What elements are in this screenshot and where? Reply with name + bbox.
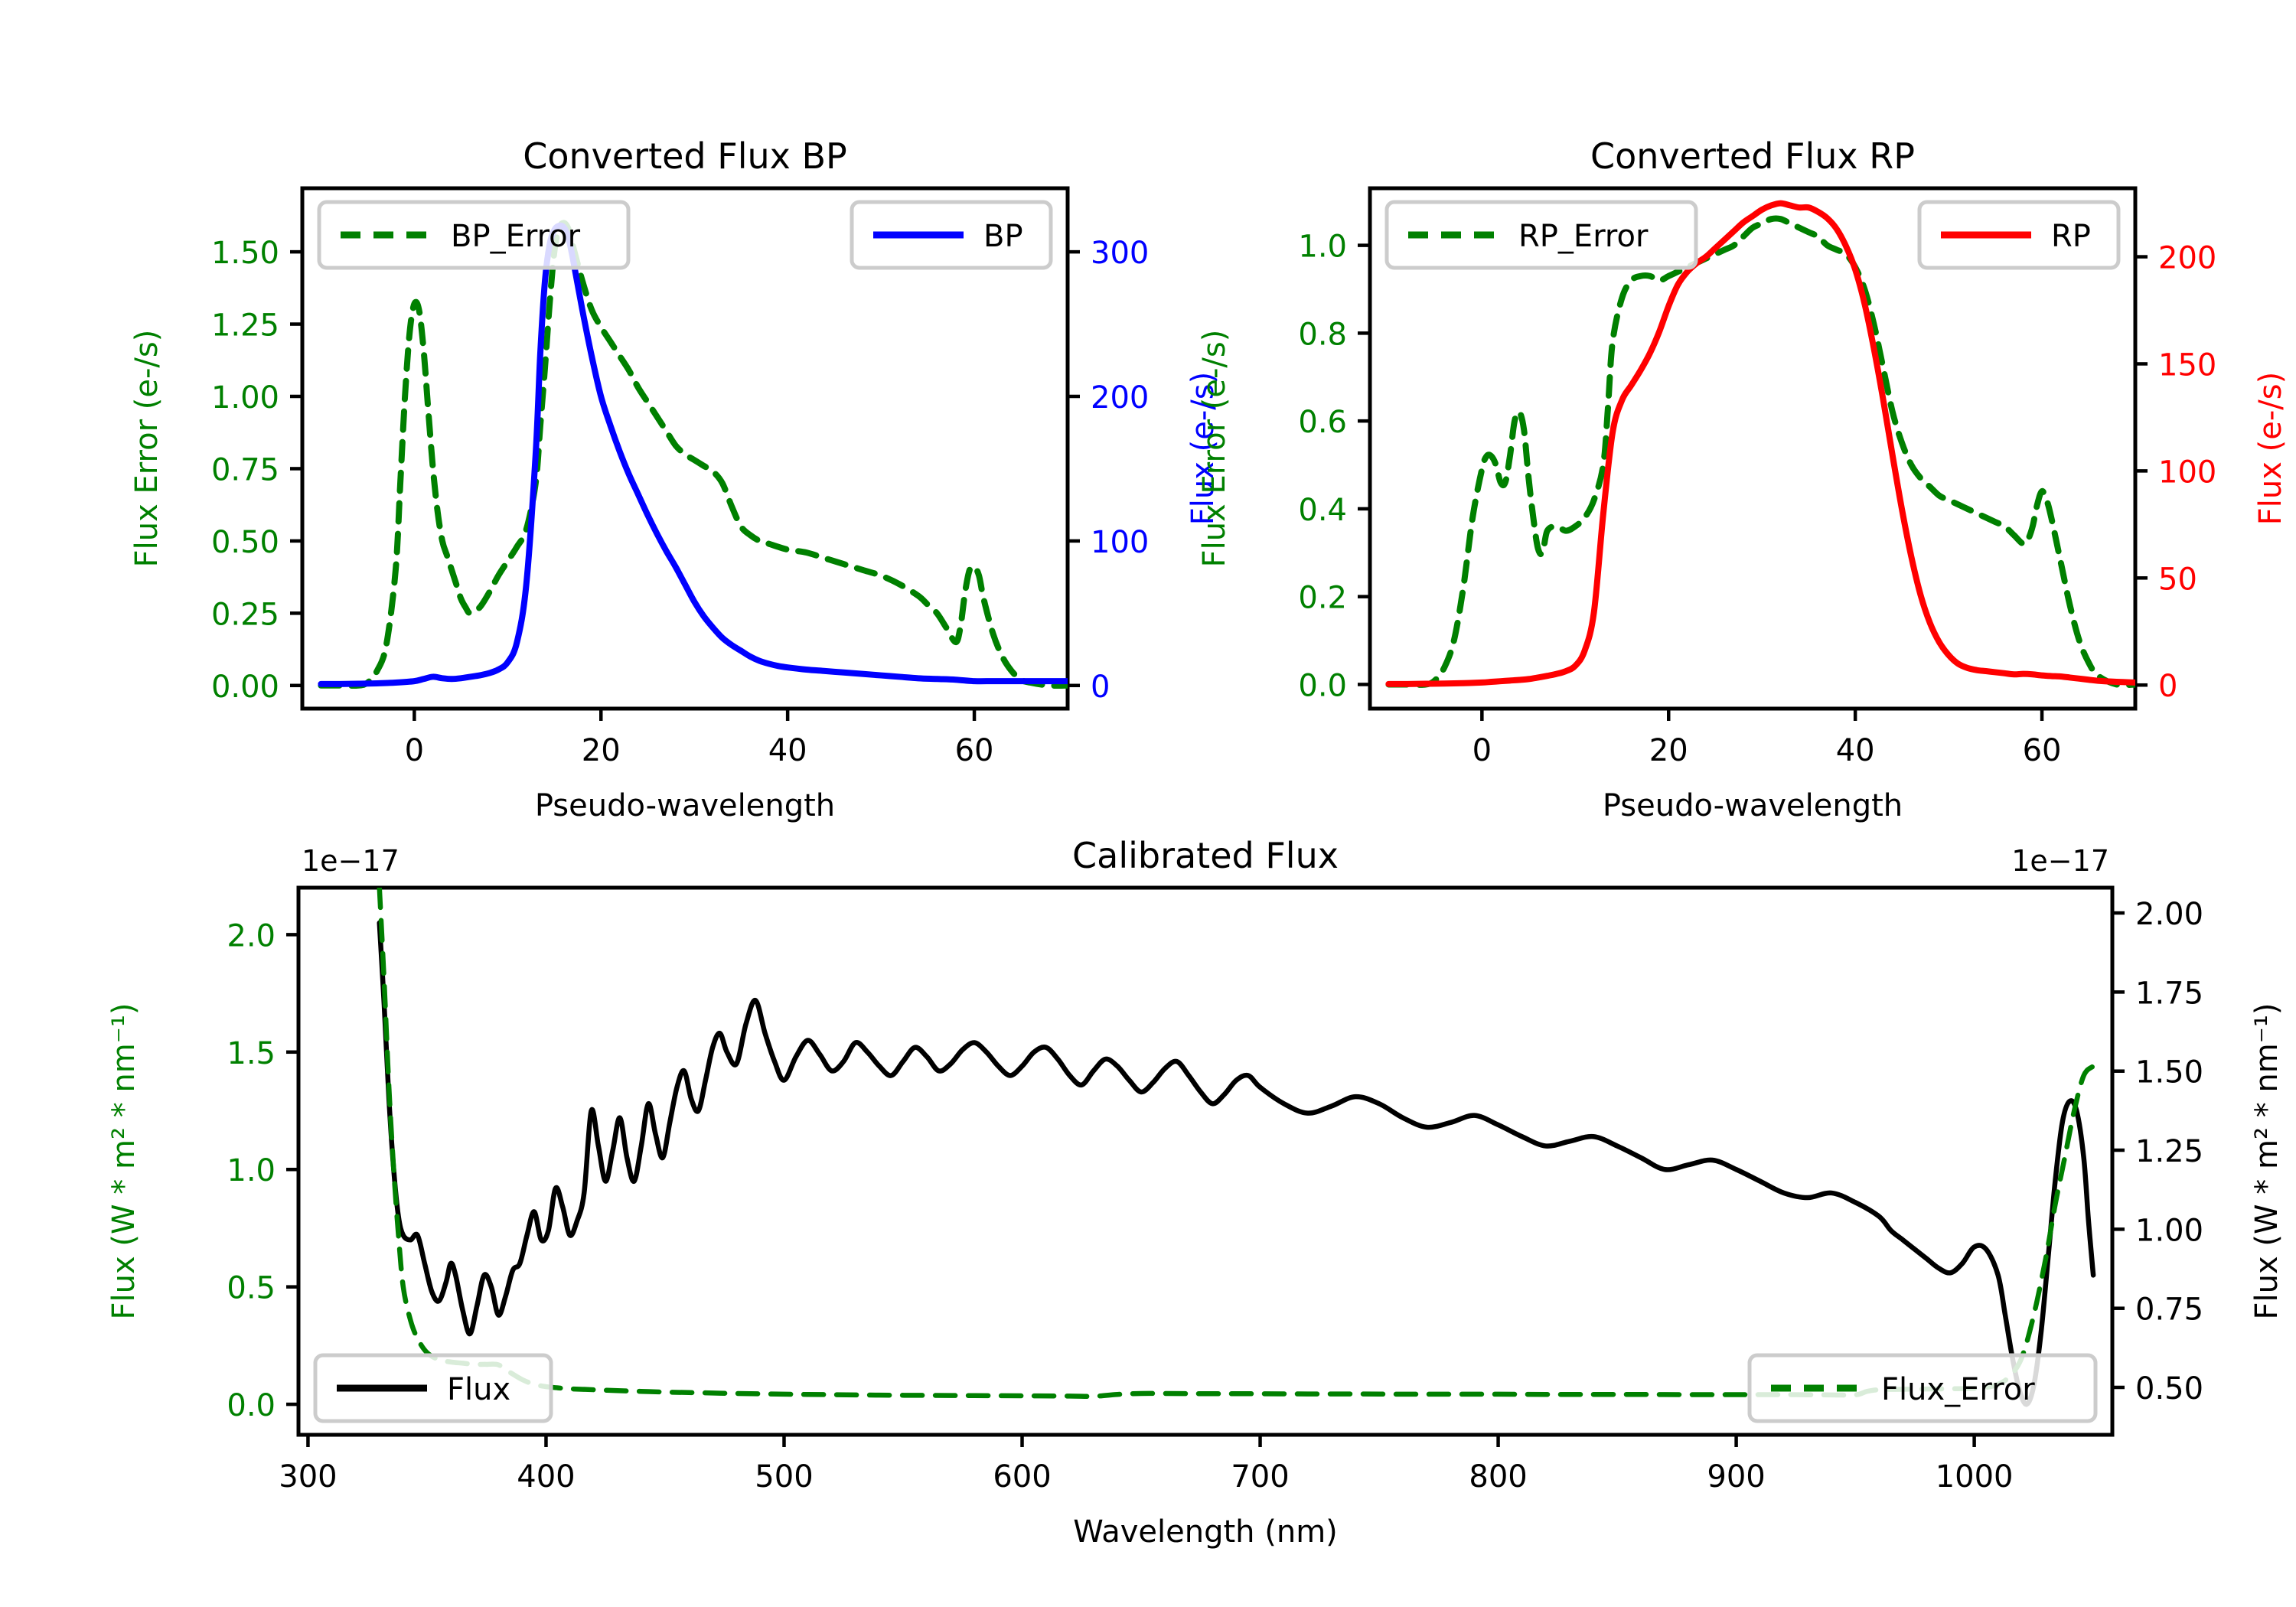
yticklabel-right-rp-1: 50 <box>2158 562 2197 597</box>
legend-label-bp-0: BP_Error <box>451 219 581 254</box>
yticklabel-left-rp-1: 0.2 <box>1298 581 1347 616</box>
legend-bp-bp[interactable]: BP <box>850 200 1053 270</box>
yticklabel-left-rp-4: 0.8 <box>1298 317 1347 352</box>
yticklabel-left-rp-2: 0.4 <box>1298 493 1347 528</box>
yticklabel-left-calibrated-4: 2.0 <box>227 918 276 953</box>
legend-rp-rp[interactable]: RP <box>1917 200 2121 270</box>
yticklabel-left-bp-2: 0.50 <box>211 525 279 560</box>
curves-calibrated <box>377 888 2096 1407</box>
yaxis-label-left-calibrated: Flux (W * m² * nm⁻¹) <box>106 1003 142 1320</box>
xticklabel-calibrated-7: 1000 <box>1936 1459 2014 1495</box>
series-rp-rp <box>1385 200 2135 687</box>
legend-label-calibrated-1: Flux_Error <box>1881 1372 2035 1407</box>
offset-text-left-calibrated: 1e−17 <box>302 844 400 878</box>
legend-calibrated-flux_error[interactable]: Flux_Error <box>1747 1353 2098 1423</box>
xticklabel-calibrated-4: 700 <box>1231 1459 1289 1495</box>
series-calibrated-flux_error <box>377 888 2096 1400</box>
xticklabel-calibrated-5: 800 <box>1469 1459 1527 1495</box>
legend-label-rp-1: RP <box>2051 219 2091 254</box>
curves-rp <box>1385 200 2135 689</box>
xticklabel-rp-0: 0 <box>1473 733 1492 768</box>
yticklabel-right-calibrated-1: 0.75 <box>2135 1292 2203 1328</box>
yticklabel-left-rp-5: 1.0 <box>1298 230 1347 265</box>
panel-title-calibrated: Calibrated Flux <box>1072 835 1339 876</box>
yaxis-label-left-rp: Flux Error (e-/s) <box>1197 330 1232 568</box>
curves-bp <box>318 220 1068 689</box>
legend-label-rp-0: RP_Error <box>1518 219 1649 254</box>
xticklabel-rp-2: 40 <box>1836 733 1875 768</box>
yticklabel-left-bp-5: 1.25 <box>211 308 279 344</box>
series-bp-bp <box>318 222 1068 687</box>
yticklabel-right-bp-2: 200 <box>1091 380 1149 416</box>
xticklabel-bp-0: 0 <box>405 733 424 768</box>
xticklabel-calibrated-1: 400 <box>517 1459 575 1495</box>
plot-frame-bp <box>300 186 1070 711</box>
xticklabel-calibrated-0: 300 <box>279 1459 337 1495</box>
yticklabel-right-rp-0: 0 <box>2158 669 2177 704</box>
plot-frame-calibrated <box>296 885 2115 1437</box>
yticklabel-left-bp-1: 0.25 <box>211 597 279 632</box>
yticklabel-right-rp-3: 150 <box>2158 347 2216 383</box>
yticklabel-left-calibrated-1: 0.5 <box>227 1271 276 1306</box>
series-rp-rp_error <box>1385 215 2135 689</box>
yticklabel-left-bp-6: 1.50 <box>211 236 279 271</box>
xticklabel-rp-1: 20 <box>1649 733 1688 768</box>
yaxis-label-right-calibrated: Flux (W * m² * nm⁻¹) <box>2249 1003 2285 1320</box>
yticklabel-left-rp-3: 0.6 <box>1298 405 1347 440</box>
legend-box-bp-0 <box>317 200 631 270</box>
yticklabel-left-calibrated-0: 0.0 <box>227 1388 276 1423</box>
legend-box-rp-0 <box>1384 200 1698 270</box>
offset-text-right-calibrated: 1e−17 <box>2011 844 2109 878</box>
yticklabel-left-calibrated-3: 1.5 <box>227 1036 276 1071</box>
yticklabel-left-bp-4: 1.00 <box>211 380 279 416</box>
yticklabel-right-bp-3: 300 <box>1091 236 1149 271</box>
series-bp-bp_error <box>318 220 1068 689</box>
xticklabel-rp-3: 60 <box>2023 733 2062 768</box>
xaxis-label-bp: Pseudo-wavelength <box>535 788 835 823</box>
panel-calibrated: 300 400 500 600 700 800 900 1000 Wavelength (nm)… <box>106 835 2285 1550</box>
xticklabel-bp-3: 60 <box>955 733 994 768</box>
yticklabel-right-calibrated-2: 1.00 <box>2135 1213 2203 1248</box>
yticklabel-left-bp-0: 0.00 <box>211 670 279 705</box>
xaxis-label-rp: Pseudo-wavelength <box>1603 788 1903 823</box>
panel-title-rp: Converted Flux RP <box>1590 135 1915 177</box>
legend-calibrated-flux[interactable]: Flux <box>313 1353 553 1423</box>
legend-bp-bp_error[interactable]: BP_Error <box>317 200 631 270</box>
yticklabel-right-calibrated-5: 1.75 <box>2135 976 2203 1011</box>
yaxis-label-right-bp: Flux (e-/s) <box>1186 372 1221 525</box>
yticklabel-left-calibrated-2: 1.0 <box>227 1153 276 1188</box>
panel-rp: 0 20 40 60 Pseudo-wavelength 0.0 0.2 0.4 0.6 0.8 1… <box>1197 135 2288 823</box>
legend-rp-rp_error[interactable]: RP_Error <box>1384 200 1698 270</box>
yticklabel-right-calibrated-0: 0.50 <box>2135 1371 2203 1407</box>
legend-label-bp-1: BP <box>983 219 1023 254</box>
yticklabel-right-bp-1: 100 <box>1091 525 1149 560</box>
yticklabel-right-calibrated-4: 1.50 <box>2135 1055 2203 1090</box>
xticklabel-bp-2: 40 <box>768 733 807 768</box>
yticklabel-right-rp-4: 200 <box>2158 241 2216 276</box>
legend-box-calibrated-0 <box>313 1353 553 1423</box>
series-calibrated-flux <box>377 920 2096 1407</box>
plot-frame-rp <box>1368 186 2138 711</box>
xticklabel-calibrated-6: 900 <box>1707 1459 1765 1495</box>
xticklabel-bp-1: 20 <box>582 733 621 768</box>
panel-title-bp: Converted Flux BP <box>523 135 847 177</box>
yticklabel-right-calibrated-3: 1.25 <box>2135 1134 2203 1169</box>
yticklabel-right-bp-0: 0 <box>1091 670 1110 705</box>
yaxis-label-left-bp: Flux Error (e-/s) <box>129 330 165 568</box>
yticklabel-right-rp-2: 100 <box>2158 455 2216 490</box>
xticklabel-calibrated-2: 500 <box>755 1459 813 1495</box>
panel-bp: 0 20 40 60 Pseudo-wavelength 0.00 0.25 0.50 0.75… <box>129 135 1221 823</box>
yticklabel-left-rp-0: 0.0 <box>1298 668 1347 703</box>
legend-label-calibrated-0: Flux <box>447 1372 510 1407</box>
yticklabel-left-bp-3: 0.75 <box>211 452 279 487</box>
xticklabel-calibrated-3: 600 <box>993 1459 1051 1495</box>
xaxis-label-calibrated: Wavelength (nm) <box>1073 1514 1338 1550</box>
yaxis-label-right-rp: Flux (e-/s) <box>2253 372 2288 525</box>
legend-box-calibrated-1 <box>1747 1353 2098 1423</box>
yticklabel-right-calibrated-6: 2.00 <box>2135 897 2203 932</box>
